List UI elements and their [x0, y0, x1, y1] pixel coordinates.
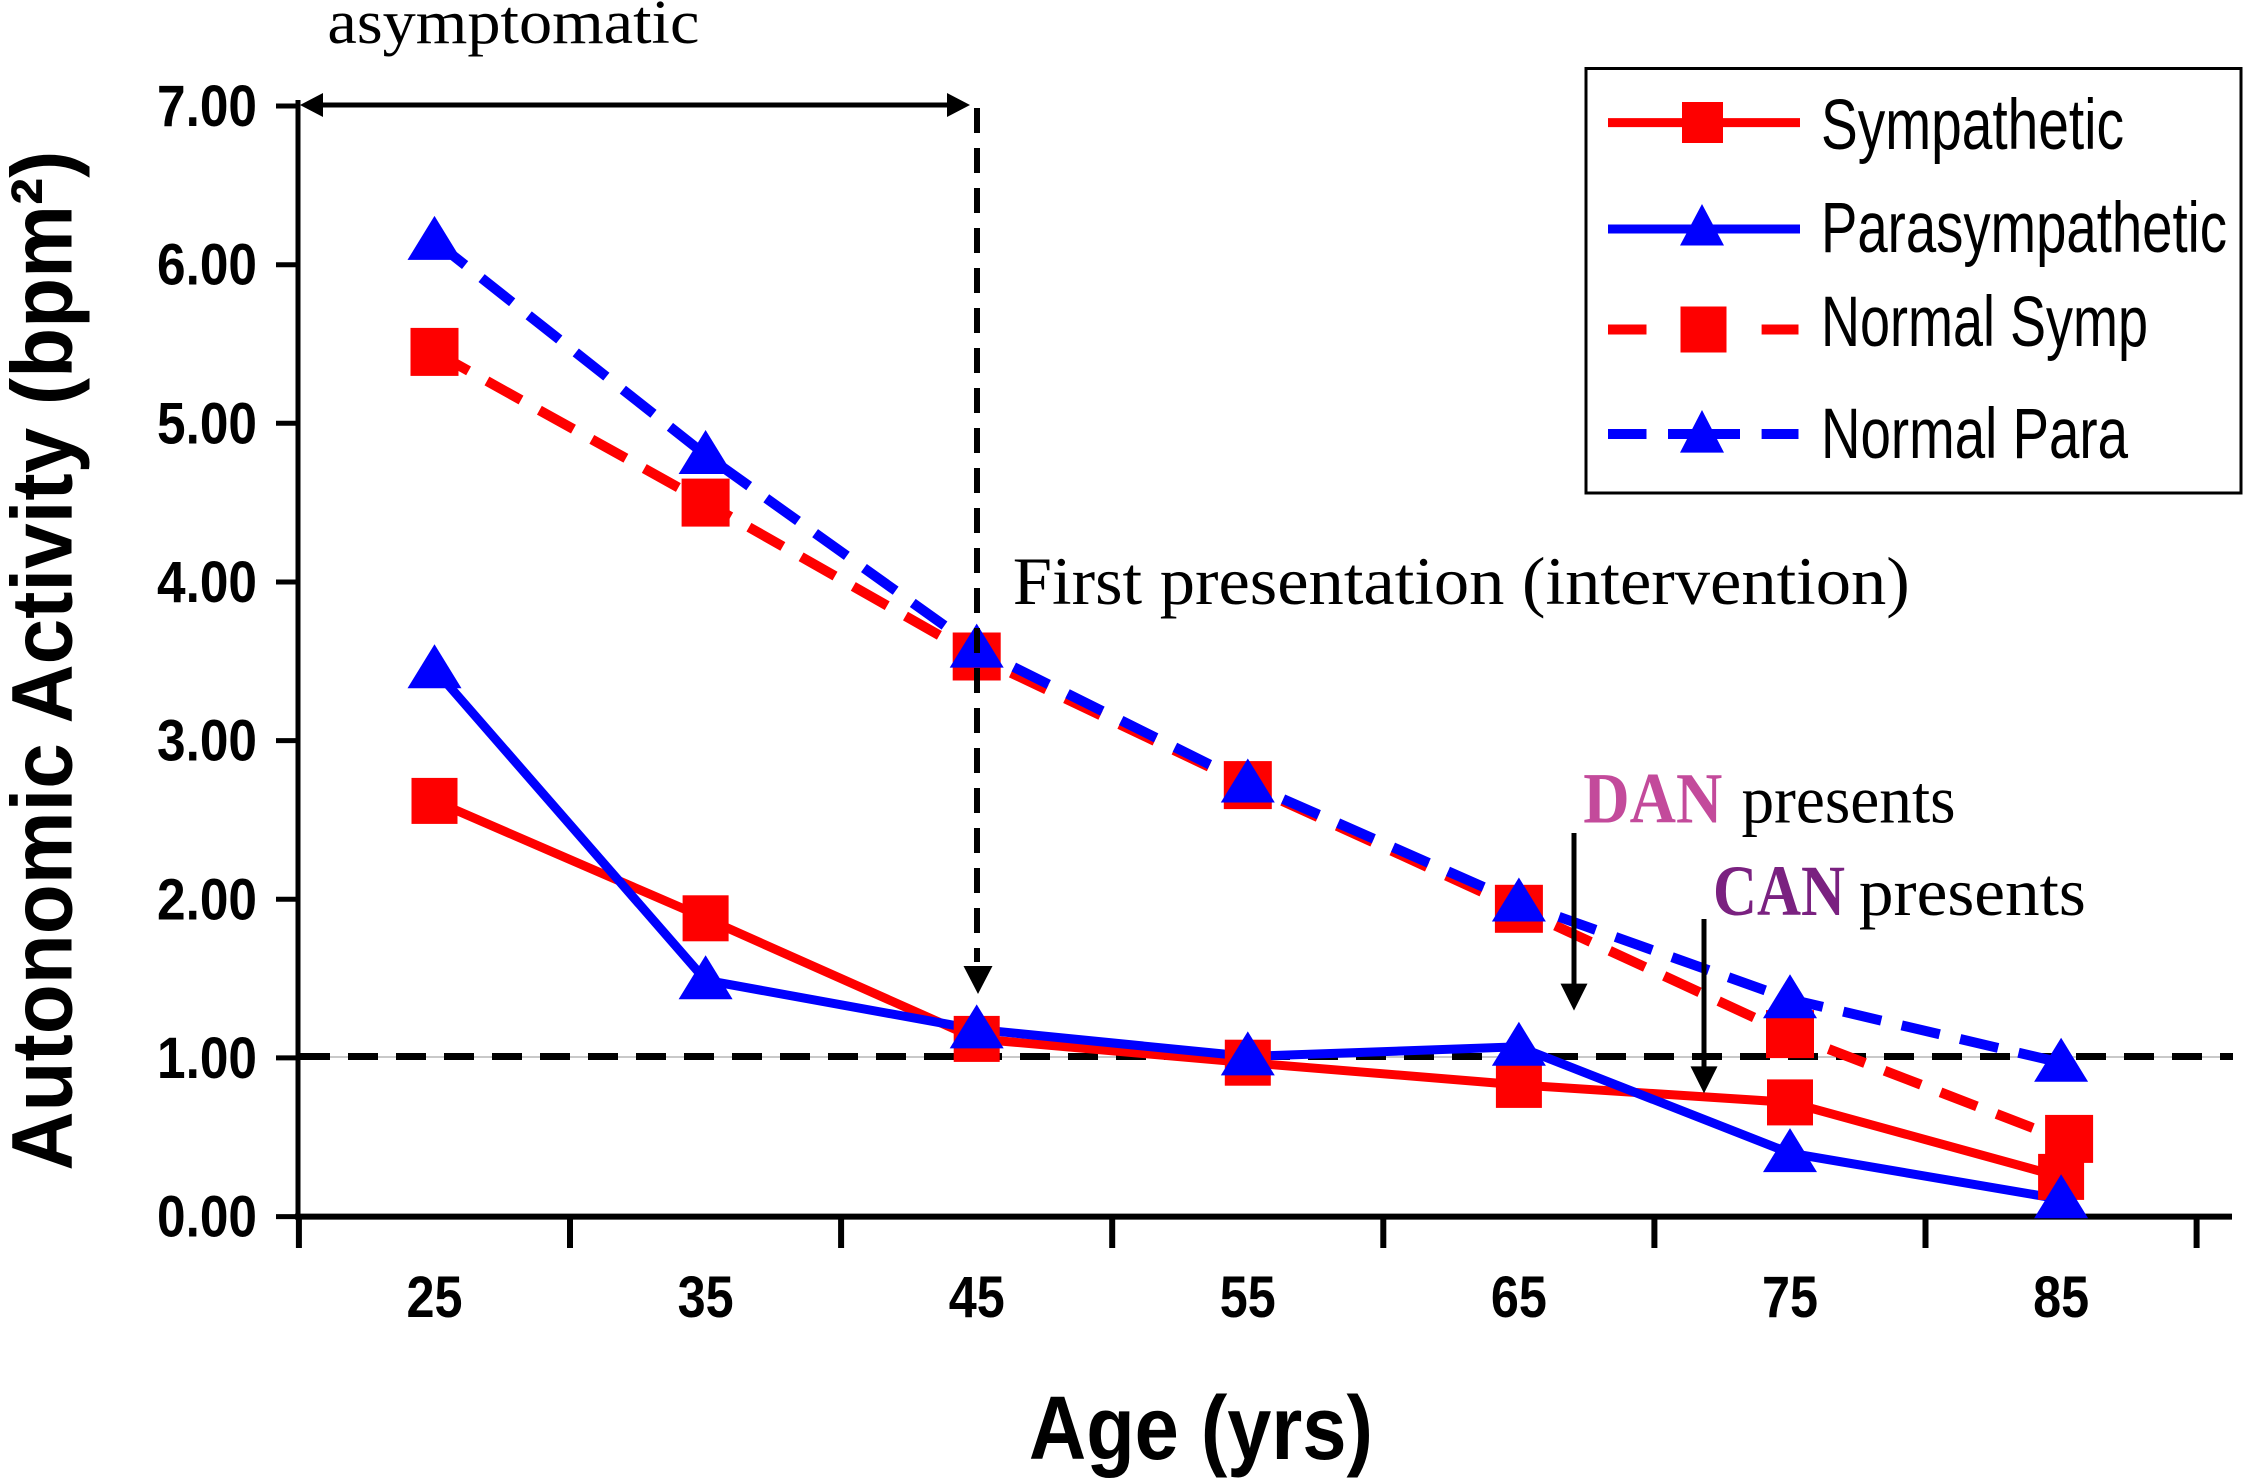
svg-text:45: 45: [949, 1265, 1005, 1330]
svg-text:Normal Para: Normal Para: [1821, 395, 2128, 474]
svg-text:asymptomatic: asymptomatic: [327, 0, 699, 57]
svg-text:2.00: 2.00: [157, 867, 257, 932]
svg-text:3.00: 3.00: [157, 709, 257, 774]
svg-text:35: 35: [678, 1265, 734, 1330]
svg-text:Normal Symp: Normal Symp: [1821, 283, 2148, 362]
svg-text:5.00: 5.00: [157, 391, 257, 456]
svg-text:7.00: 7.00: [157, 74, 257, 139]
svg-text:85: 85: [2033, 1265, 2089, 1330]
svg-text:CAN: CAN: [1713, 851, 1845, 931]
svg-text:Parasympathetic: Parasympathetic: [1821, 189, 2227, 268]
svg-text:Autonomic Activity (bpm²): Autonomic Activity (bpm²): [0, 151, 91, 1171]
svg-text:DAN: DAN: [1583, 759, 1722, 839]
svg-text:0.00: 0.00: [157, 1185, 257, 1250]
svg-text:Age (yrs): Age (yrs): [1029, 1379, 1373, 1479]
svg-text:1.00: 1.00: [157, 1026, 257, 1091]
svg-text:4.00: 4.00: [157, 550, 257, 615]
svg-text:6.00: 6.00: [157, 233, 257, 298]
svg-text:presents: presents: [1859, 854, 2086, 930]
svg-text:25: 25: [407, 1265, 463, 1330]
svg-text:75: 75: [1762, 1265, 1818, 1330]
svg-text:presents: presents: [1742, 762, 1956, 838]
svg-text:Sympathetic: Sympathetic: [1821, 86, 2124, 165]
svg-text:55: 55: [1220, 1265, 1276, 1330]
svg-text:65: 65: [1491, 1265, 1547, 1330]
svg-text:First presentation (interventi: First presentation (intervention): [1013, 543, 1910, 619]
